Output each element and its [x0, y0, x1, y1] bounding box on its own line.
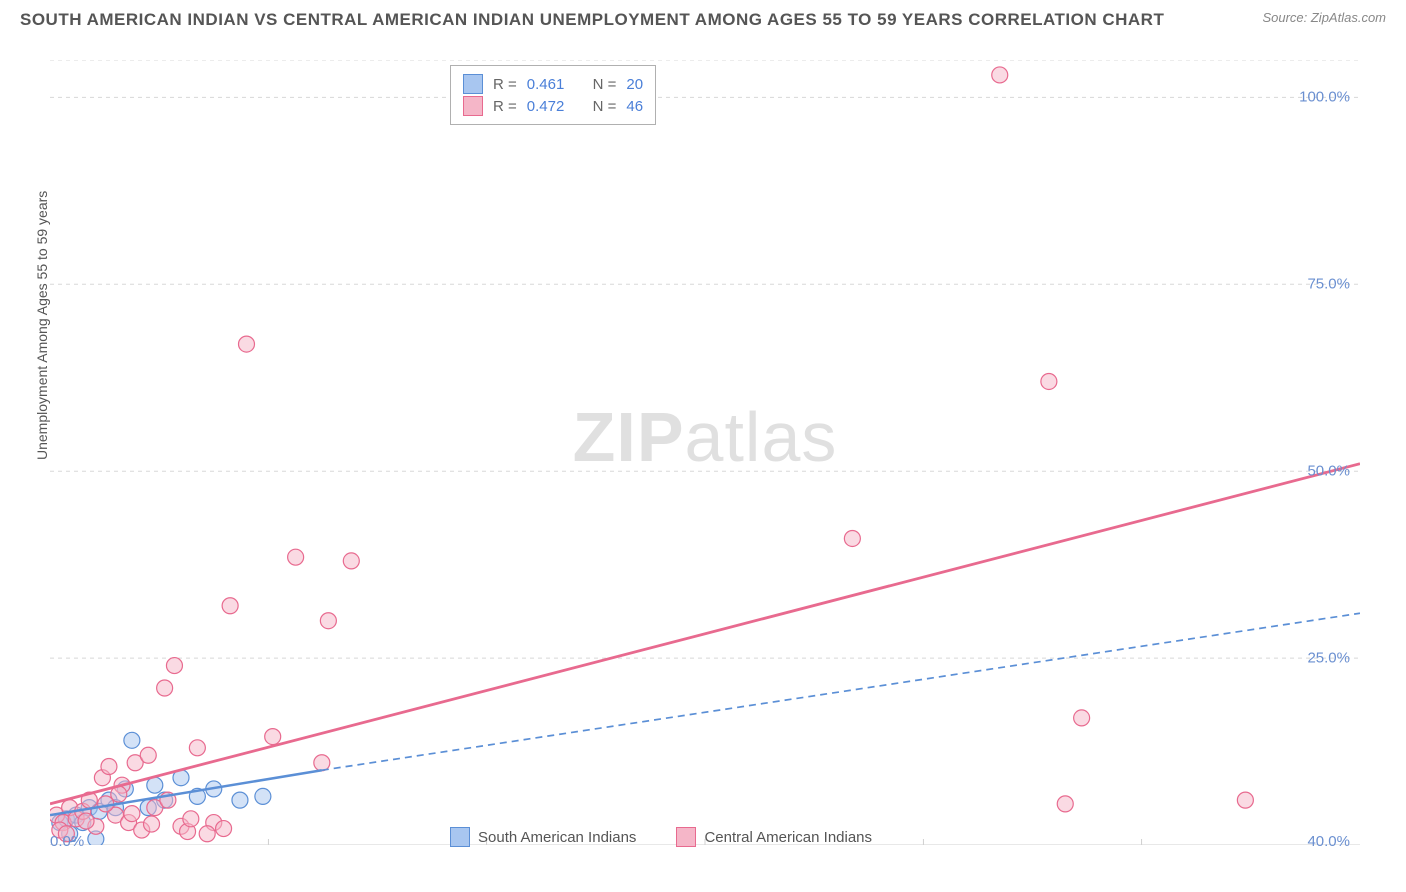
y-tick-label: 100.0% — [1299, 89, 1350, 106]
legend-swatch — [676, 827, 696, 847]
stats-swatch — [463, 96, 483, 116]
legend-item: Central American Indians — [676, 827, 872, 847]
stats-row: R =0.461 N =20 — [463, 74, 643, 94]
y-axis-label: Unemployment Among Ages 55 to 59 years — [34, 191, 50, 460]
x-tick-label: 0.0% — [50, 833, 84, 850]
legend-swatch — [450, 827, 470, 847]
scatter-plot — [50, 60, 1360, 845]
chart-area: Unemployment Among Ages 55 to 59 years Z… — [50, 60, 1360, 845]
legend: South American Indians Central American I… — [450, 827, 872, 847]
legend-label: Central American Indians — [704, 829, 872, 846]
stats-swatch — [463, 74, 483, 94]
y-tick-label: 25.0% — [1307, 650, 1350, 667]
source-label: Source: ZipAtlas.com — [1262, 10, 1386, 25]
chart-title: SOUTH AMERICAN INDIAN VS CENTRAL AMERICA… — [20, 10, 1164, 30]
y-tick-label: 50.0% — [1307, 463, 1350, 480]
y-tick-label: 75.0% — [1307, 276, 1350, 293]
legend-item: South American Indians — [450, 827, 636, 847]
stats-box: R =0.461 N =20R =0.472 N =46 — [450, 65, 656, 125]
x-tick-label: 40.0% — [1307, 833, 1350, 850]
legend-label: South American Indians — [478, 829, 636, 846]
stats-row: R =0.472 N =46 — [463, 96, 643, 116]
